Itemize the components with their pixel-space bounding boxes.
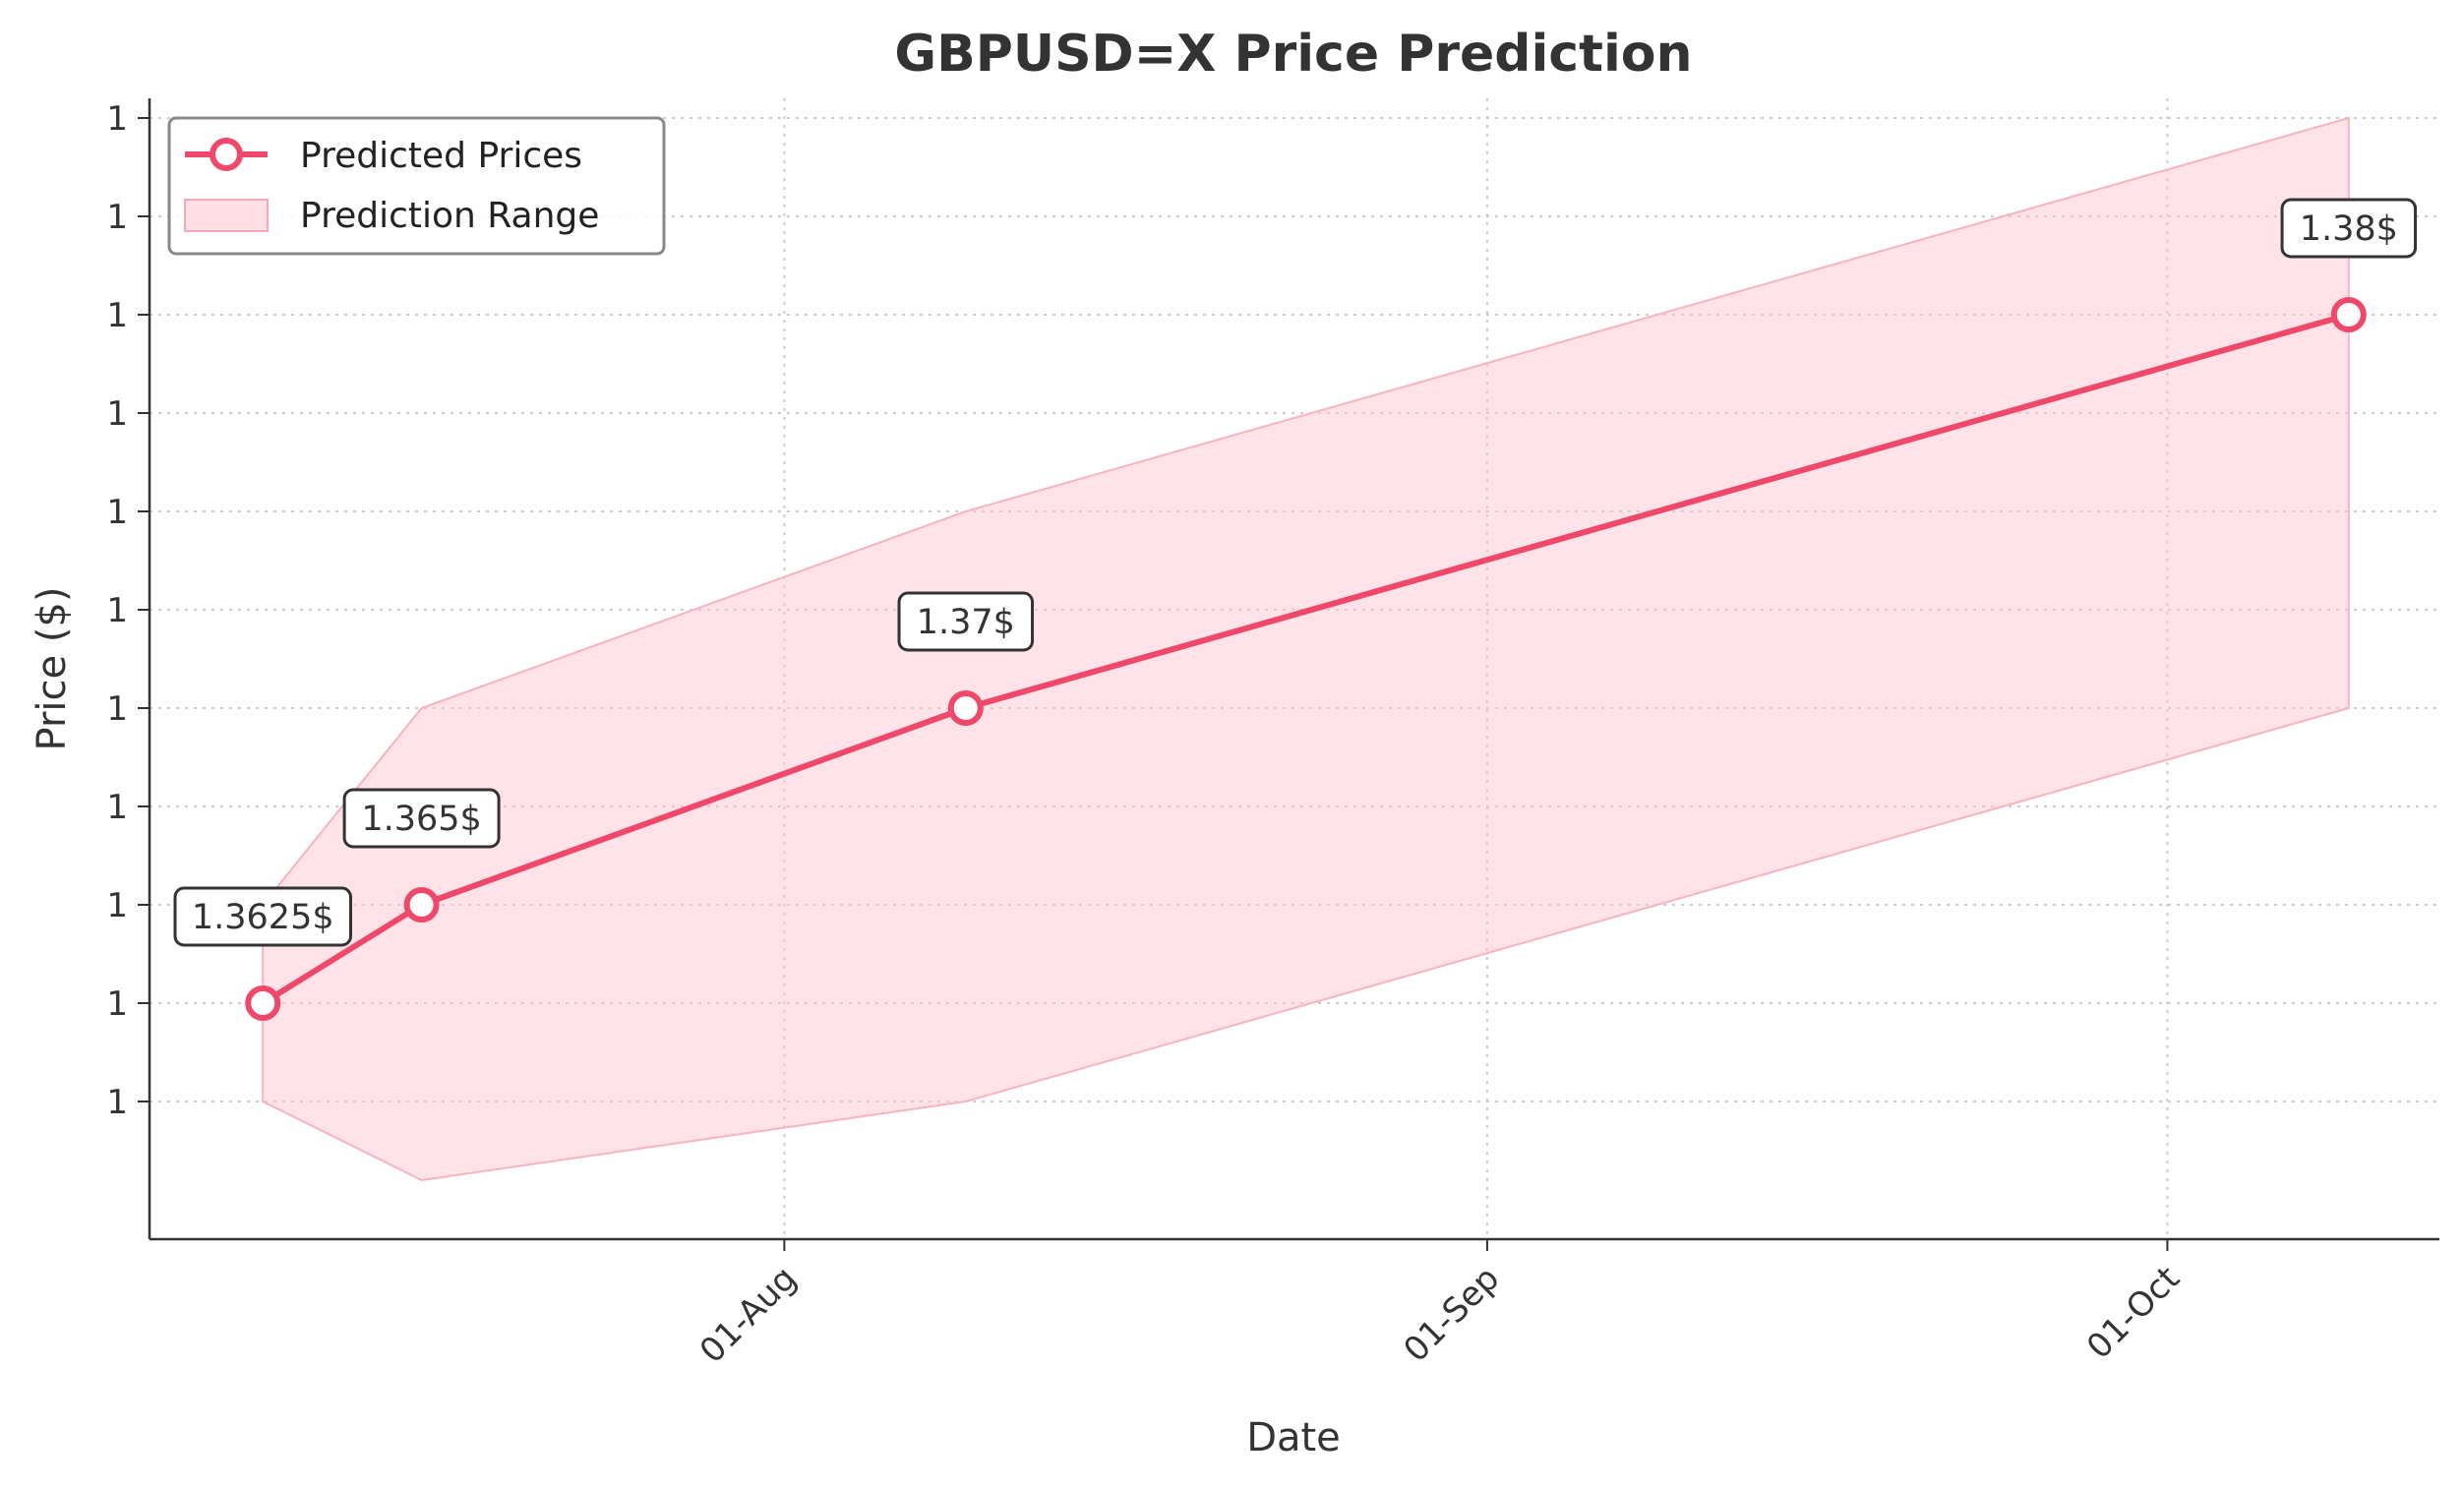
data-label-text-2: 1.37$	[917, 603, 1015, 642]
data-label-box-1	[342, 788, 501, 849]
data-label-0: 1.3625$	[173, 886, 352, 947]
axes	[138, 98, 2439, 1251]
prediction-range-band	[262, 116, 2350, 1182]
data-label-text-3: 1.38$	[2300, 209, 2398, 249]
predicted-prices-line-group	[260, 312, 2352, 1006]
predicted-prices-points	[245, 297, 2367, 1021]
y-tick-label-7: 1	[106, 394, 128, 434]
legend-marker-swatch	[210, 138, 243, 171]
y-tick-label-0: 1	[106, 1083, 128, 1122]
predicted-prices-line	[260, 312, 2352, 1006]
legend-range-swatch	[184, 199, 269, 232]
y-tick-label-5: 1	[106, 591, 128, 630]
y-axis-title: Price ($)	[30, 587, 75, 751]
data-point-0	[245, 985, 281, 1021]
data-point-3	[2330, 297, 2367, 332]
y-tick-label-2: 1	[106, 886, 128, 925]
prediction-range-band-group	[262, 116, 2350, 1182]
chart-title: GBPUSD=X Price Prediction	[894, 25, 1692, 84]
y-tick-label-4: 1	[106, 689, 128, 729]
y-tick-label-3: 1	[106, 788, 128, 827]
data-label-text-1: 1.365$	[361, 800, 481, 839]
y-tick-label-10: 1	[106, 99, 128, 139]
data-label-1: 1.365$	[342, 788, 501, 849]
data-point-2	[947, 690, 984, 726]
legend: Predicted Prices Prediction Range	[167, 116, 666, 256]
data-label-box-3	[2280, 198, 2418, 259]
y-tick-label-9: 1	[106, 198, 128, 237]
y-tick-label-8: 1	[106, 296, 128, 335]
data-label-box-0	[173, 886, 352, 947]
y-tick-labels: 1 1 1 1 1 1 1 1 1 1 1	[106, 99, 128, 1122]
data-label-3: 1.38$	[2280, 198, 2418, 259]
data-label-annotations: 1.3625$ 1.365$ 1.37$ 1.38$	[173, 198, 2418, 947]
legend-label-prediction-range: Prediction Range	[300, 196, 599, 236]
legend-label-predicted-prices: Predicted Prices	[300, 136, 582, 176]
legend-frame	[167, 116, 666, 256]
y-tick-label-6: 1	[106, 493, 128, 532]
y-tick-label-1: 1	[106, 984, 128, 1024]
x-axis-title: Date	[1246, 1415, 1341, 1460]
data-label-text-0: 1.3625$	[192, 898, 334, 937]
data-label-box-2	[897, 591, 1035, 652]
data-label-2: 1.37$	[897, 591, 1035, 652]
data-point-1	[403, 887, 440, 923]
